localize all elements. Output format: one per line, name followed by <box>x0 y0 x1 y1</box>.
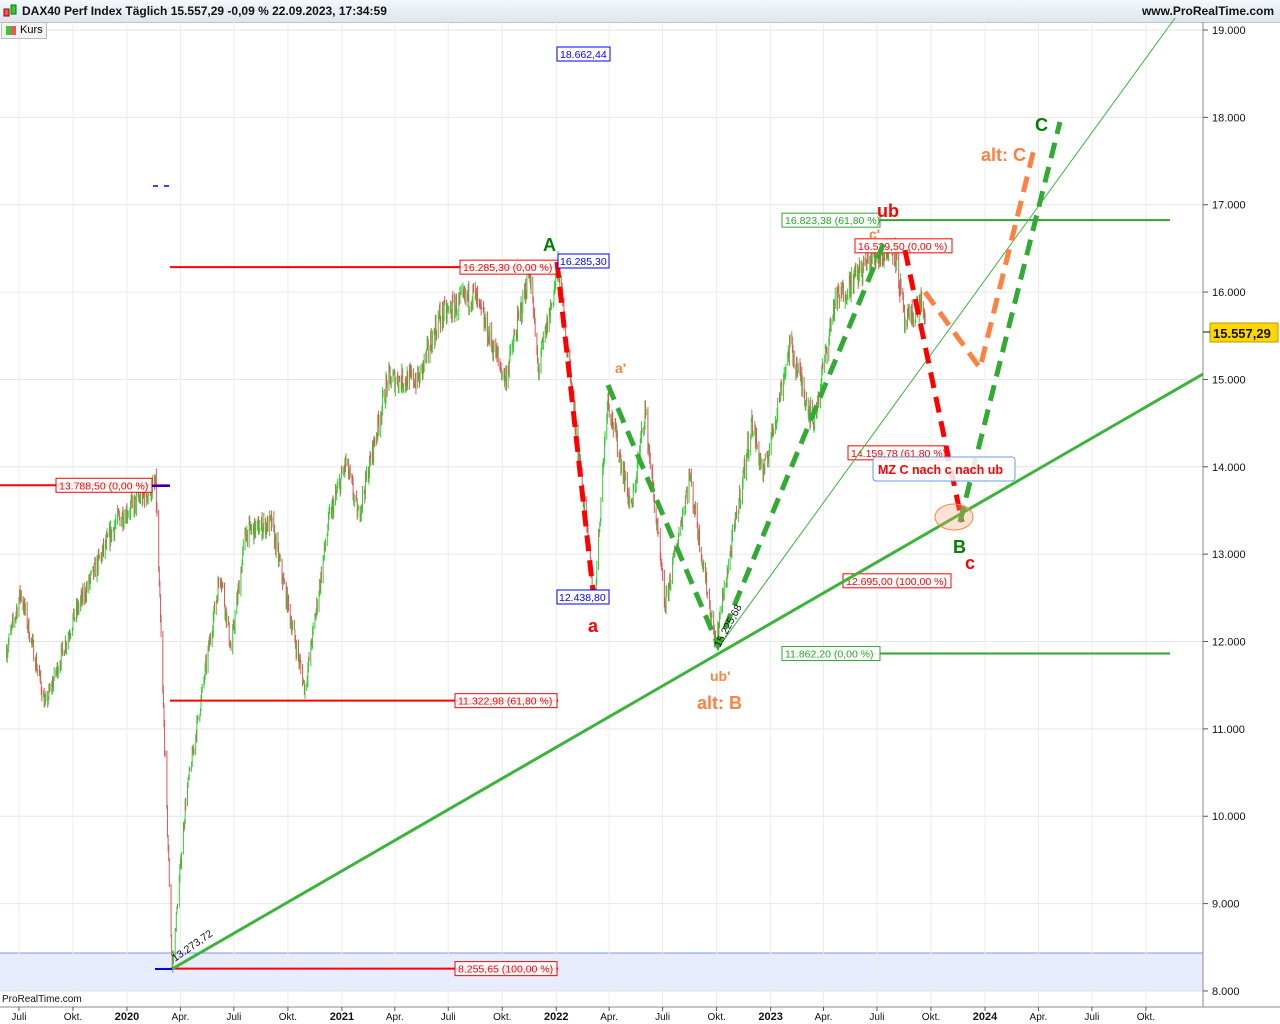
fib-level-label: 12.695,00 (100,00 %) <box>846 576 947 588</box>
fib-level-label: 8.255,65 (100,00 %) <box>458 964 553 976</box>
wave-label-c: c <box>965 553 975 573</box>
x-tick-label: Apr. <box>172 1012 190 1023</box>
fib-level-label: 11.322,98 (61,80 %) <box>458 696 552 708</box>
wave-a-line[interactable] <box>554 261 597 601</box>
wave-label-alt-B: alt: B <box>697 693 742 713</box>
x-tick-label: Juli <box>869 1012 884 1023</box>
last-price-tag: 15.557,29 <box>1203 322 1279 343</box>
x-tick-label: Apr. <box>815 1012 833 1023</box>
y-tick-label: 13.000 <box>1212 549 1246 561</box>
fib-level-label-box <box>454 693 558 709</box>
candlestick-icon <box>3 4 17 17</box>
y-tick-label: 8.000 <box>1212 986 1240 998</box>
chart-title-bar: DAX40 Perf Index Täglich 15.557,29 -0,09… <box>0 0 1280 23</box>
fib-levels: 16.285,30 (0,00 %) 13.788,50 (0,00 %) 11.3… <box>0 212 1170 977</box>
x-tick-label: Juli <box>1084 1012 1099 1023</box>
x-tick-label: Okt. <box>64 1012 82 1023</box>
x-tick-label: Okt. <box>707 1012 725 1023</box>
y-axis[interactable]: 19.000 18.000 17.000 16.000 15.000 14.000 13.0… <box>1203 25 1246 998</box>
wave-label-ub-prime: ub' <box>710 668 730 684</box>
orange-wave-line[interactable] <box>922 144 1038 374</box>
svg-text:16.285,30: 16.285,30 <box>560 256 607 268</box>
x-tick-label: Okt. <box>922 1012 940 1023</box>
x-tick-label: 2021 <box>330 1011 354 1023</box>
x-tick-label: Apr. <box>1030 1012 1048 1023</box>
wave-label-C: C <box>1035 115 1048 135</box>
y-tick-label: 15.000 <box>1212 374 1246 386</box>
green-wave-line[interactable] <box>605 239 888 652</box>
fib-level-label-box <box>781 212 881 228</box>
price-marker: 16.285,30 <box>557 253 610 269</box>
fib-level-label: 11.862,20 (0,00 %) <box>785 649 874 661</box>
svg-text:15.557,29: 15.557,29 <box>1213 326 1271 341</box>
x-tick-label: 2024 <box>973 1011 998 1023</box>
wave-label-a-prime: a' <box>615 360 626 376</box>
target-zone-ellipse <box>934 503 974 531</box>
footer-brand: ProRealTime.com <box>2 994 82 1005</box>
y-tick-label: 17.000 <box>1212 200 1246 212</box>
wave-label-A: A <box>543 235 556 255</box>
x-tick-label: Juli <box>11 1012 26 1023</box>
x-tick-label: Apr. <box>600 1012 618 1023</box>
y-tick-label: 18.000 <box>1212 112 1246 124</box>
fib-level-label: 13.788,50 (0,00 %) <box>59 480 148 492</box>
note-box[interactable] <box>872 456 1016 482</box>
x-tick-label: Juli <box>441 1012 456 1023</box>
wave-label-c-prime: c' <box>869 226 880 242</box>
x-tick-label: Juli <box>655 1012 670 1023</box>
fib-level-label: 16.823,38 (61,80 %) <box>785 215 880 227</box>
x-tick-label: 2023 <box>758 1011 782 1023</box>
fib-level-label: 16.285,30 (0,00 %) <box>463 262 552 274</box>
price-marker: 12.438,80 <box>556 589 610 605</box>
candles <box>6 237 926 973</box>
legend-kurs[interactable]: Kurs <box>1 22 47 39</box>
x-tick-label: 2022 <box>544 1011 568 1023</box>
chart-title: DAX40 Perf Index Täglich 15.557,29 -0,09… <box>22 4 387 18</box>
wave-label-ub: ub <box>877 201 899 221</box>
fib-level-label: 16.529,50 (0,00 %) <box>858 241 947 253</box>
green-wave-C-line[interactable] <box>957 121 1063 523</box>
x-tick-label: Okt. <box>279 1012 297 1023</box>
grid <box>0 22 1203 1007</box>
fib-level-label-box <box>781 646 881 662</box>
thin-trendline[interactable] <box>717 17 1176 649</box>
fib-level-label-box <box>454 961 558 977</box>
y-tick-label: 12.000 <box>1212 637 1246 649</box>
note-text: MZ C nach c nach ub <box>878 463 1003 477</box>
price-marker: 18.662,44 <box>556 46 611 62</box>
x-tick-label: Okt. <box>1137 1012 1155 1023</box>
highlight-band <box>0 953 1203 991</box>
wave-label-alt-C: alt: C <box>981 145 1026 165</box>
y-tick-label: 11.000 <box>1212 724 1245 736</box>
x-tick-label: 2020 <box>115 1011 139 1023</box>
y-tick-label: 14.000 <box>1212 462 1246 474</box>
wave-label-a: a <box>588 616 599 636</box>
x-tick-label: Apr. <box>386 1012 404 1023</box>
legend-label: Kurs <box>20 24 43 36</box>
up-color-swatch <box>6 26 11 35</box>
y-tick-label: 9.000 <box>1212 899 1240 911</box>
svg-text:12.438,80: 12.438,80 <box>559 592 606 604</box>
y-tick-label: 19.000 <box>1212 25 1246 37</box>
svg-text:18.662,44: 18.662,44 <box>560 49 607 61</box>
wave-label-B: B <box>953 537 966 557</box>
x-axis[interactable]: Juli Okt. 2020 Apr. Juli Okt. 2021 Apr. Juli Okt.… <box>11 1007 1155 1023</box>
site-link[interactable]: www.ProRealTime.com <box>1141 4 1274 18</box>
main-trendline[interactable] <box>171 372 1204 971</box>
x-tick-label: Okt. <box>493 1012 511 1023</box>
x-tick-label: Juli <box>226 1012 241 1023</box>
y-tick-label: 16.000 <box>1212 287 1246 299</box>
down-color-swatch <box>11 26 16 35</box>
y-tick-label: 10.000 <box>1212 811 1246 823</box>
